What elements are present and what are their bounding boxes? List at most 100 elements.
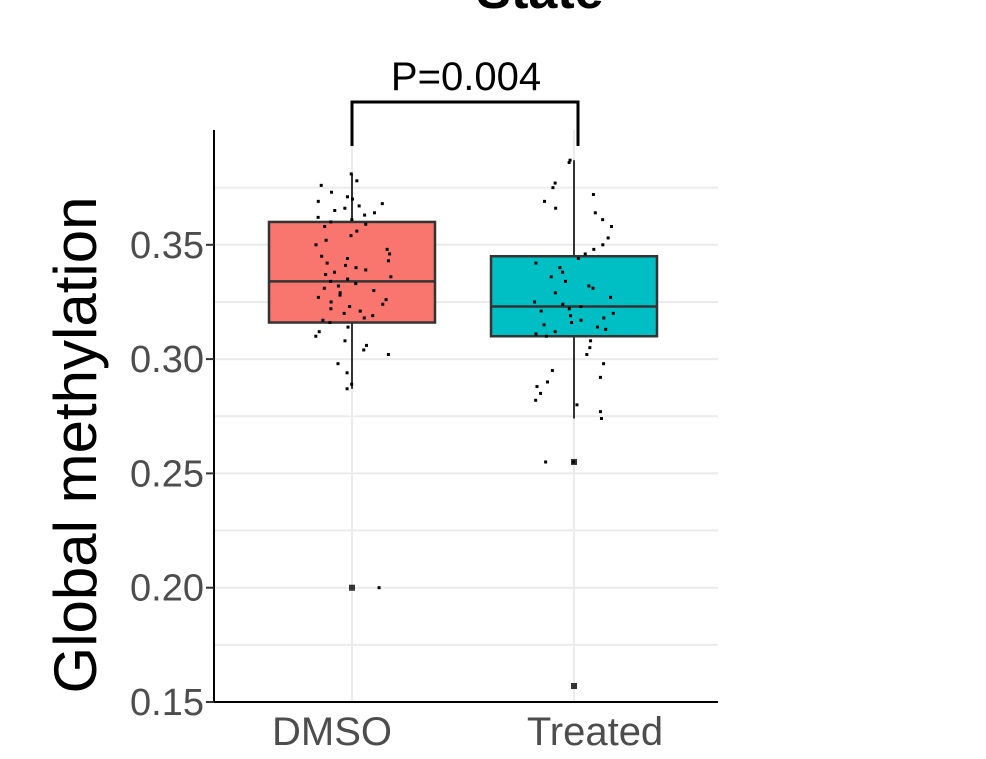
axes (213, 130, 718, 703)
jitter-point (329, 307, 333, 311)
jitter-point (344, 263, 348, 267)
jitter-point (338, 293, 342, 297)
jitter-point (609, 225, 613, 229)
jitter-points (314, 158, 615, 590)
jitter-point (355, 229, 359, 233)
outlier-point (349, 584, 355, 591)
jitter-point (385, 247, 389, 251)
jitter-point (606, 236, 610, 240)
jitter-point (553, 291, 557, 295)
jitter-point (539, 391, 543, 395)
jitter-point (346, 277, 350, 281)
p-value-annotation: P=0.004 (391, 55, 541, 99)
jitter-point (545, 380, 549, 384)
jitter-point (553, 330, 557, 334)
jitter-point (325, 261, 329, 265)
jitter-point (543, 199, 547, 203)
jitter-point (534, 261, 538, 265)
jitter-point (558, 266, 562, 270)
jitter-point (591, 286, 595, 290)
jitter-point (535, 385, 539, 389)
jitter-point (362, 316, 366, 320)
jitter-point (332, 270, 336, 274)
jitter-point (377, 586, 381, 590)
jitter-point (354, 266, 358, 270)
jitter-point (350, 218, 354, 222)
jitter-point (345, 371, 349, 375)
jitter-point (323, 225, 327, 229)
jitter-point (349, 234, 353, 238)
jitter-point (604, 327, 608, 331)
jitter-point (319, 183, 323, 187)
jitter-point (567, 307, 571, 311)
jitter-point (386, 259, 390, 263)
jitter-point (585, 353, 589, 357)
box-dmso (267, 220, 437, 324)
jitter-point (534, 398, 538, 402)
jitter-point (572, 460, 576, 464)
jitter-point (343, 339, 347, 343)
jitter-point (329, 220, 333, 224)
jitter-point (388, 252, 392, 256)
jitter-point (595, 325, 599, 329)
jitter-point (328, 321, 332, 325)
x-category-label: Treated (527, 710, 663, 754)
jitter-point (544, 334, 548, 338)
jitter-point (316, 199, 320, 203)
chart-title: State (476, 0, 603, 20)
jitter-point (362, 348, 366, 352)
jitter-point (593, 211, 597, 215)
jitter-point (358, 309, 362, 313)
jitter-point (602, 362, 606, 366)
box-treated (489, 254, 659, 338)
jitter-point (338, 291, 342, 295)
jitter-point (534, 332, 538, 336)
jitter-point (336, 284, 340, 288)
jitter-point (380, 202, 384, 206)
jitter-point (336, 362, 340, 366)
jitter-point (364, 343, 368, 347)
jitter-point (371, 314, 375, 318)
jitter-point (329, 300, 333, 304)
jitter-point (355, 179, 359, 183)
jitter-point (561, 302, 565, 306)
jitter-point (567, 161, 571, 165)
jitter-point (601, 243, 605, 247)
jitter-point (598, 410, 602, 414)
jitter-point (579, 318, 583, 322)
jitter-point (583, 252, 587, 256)
jitter-point (601, 218, 605, 222)
jitter-point (588, 346, 592, 350)
jitter-point (539, 309, 543, 313)
jitter-point (324, 238, 328, 242)
jitter-point (611, 311, 615, 315)
jitter-point (348, 305, 352, 309)
grid-lines (214, 130, 718, 703)
jitter-point (363, 213, 367, 217)
jitter-point (544, 460, 548, 464)
jitter-point (551, 186, 555, 190)
jitter-point (561, 270, 565, 274)
jitter-point (386, 353, 390, 357)
jitter-point (350, 382, 354, 386)
outlier-point (571, 682, 577, 689)
jitter-point (570, 321, 574, 325)
jitter-point (384, 298, 388, 302)
jitter-point (364, 222, 368, 226)
jitter-point (324, 273, 328, 277)
y-tick-label: 0.30 (130, 339, 204, 381)
x-category-labels: DMSO Treated (272, 710, 663, 754)
significance-bracket (350, 100, 580, 146)
jitter-point (342, 311, 346, 315)
jitter-point (554, 206, 558, 210)
jitter-point (598, 375, 602, 379)
jitter-point (349, 172, 353, 176)
jitter-point (587, 284, 591, 288)
y-axis-label: Global methylation (42, 197, 109, 694)
jitter-point (549, 275, 553, 279)
jitter-point (316, 295, 320, 299)
jitter-point (602, 316, 606, 320)
jitter-point (351, 197, 355, 201)
jitter-point (333, 209, 337, 213)
